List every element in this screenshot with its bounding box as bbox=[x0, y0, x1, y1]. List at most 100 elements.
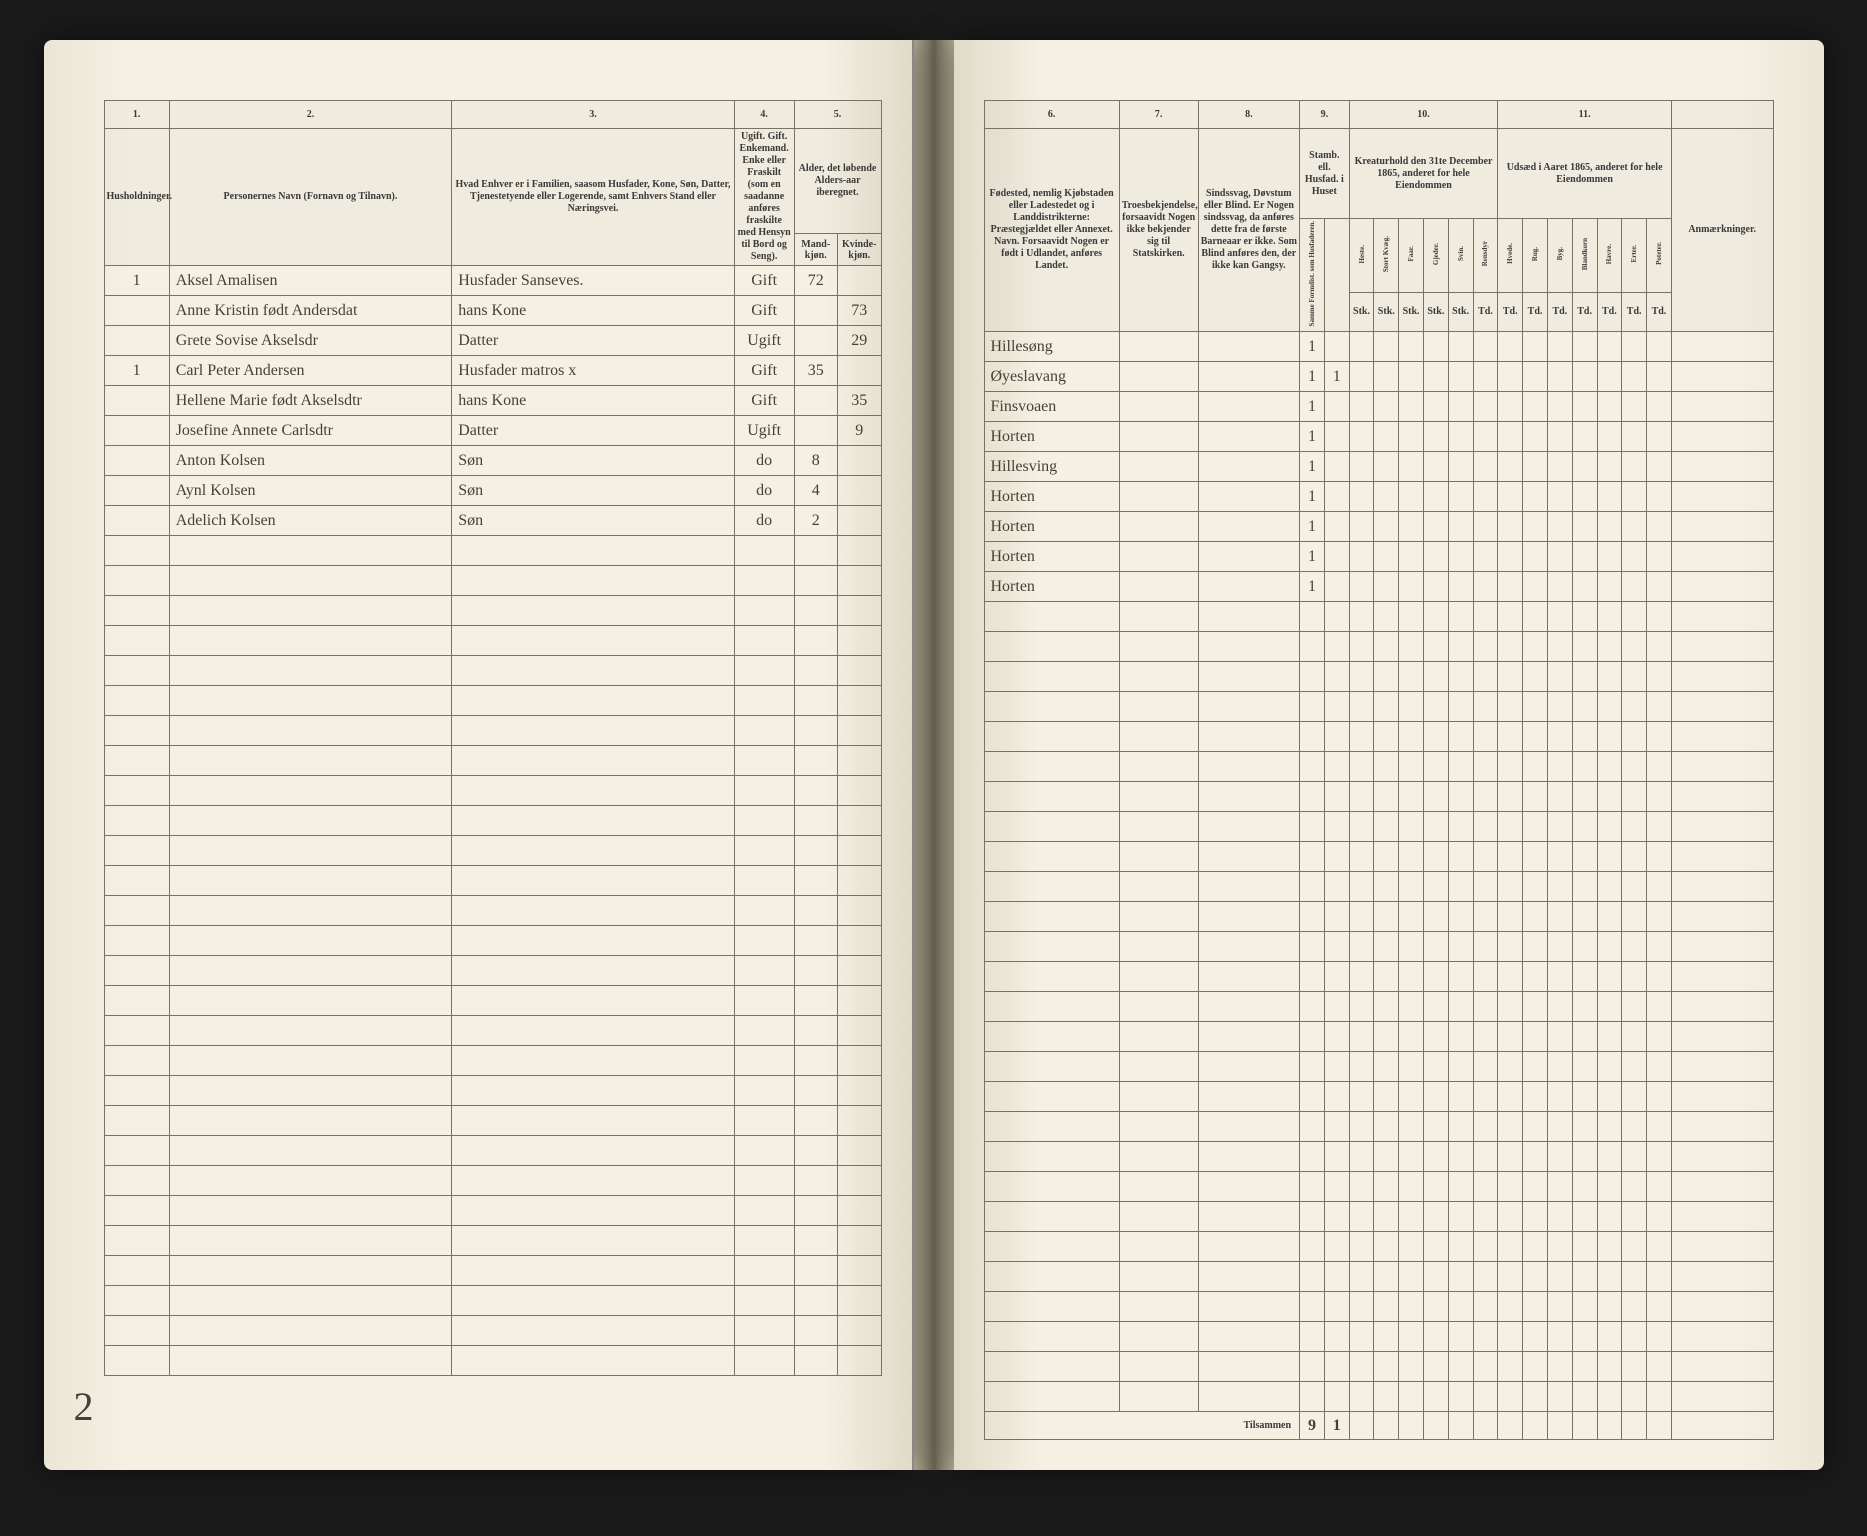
cell bbox=[837, 536, 881, 566]
table-row: Finsvoaen1 bbox=[984, 392, 1773, 422]
cell bbox=[1448, 1142, 1473, 1172]
cell bbox=[1399, 542, 1424, 572]
cell bbox=[169, 926, 452, 956]
cell bbox=[452, 1076, 735, 1106]
cell bbox=[1671, 392, 1773, 422]
cell bbox=[1399, 1112, 1424, 1142]
cell bbox=[1423, 1142, 1448, 1172]
empty-row bbox=[984, 1382, 1773, 1412]
cell bbox=[1547, 932, 1572, 962]
subcol: Svin. bbox=[1448, 219, 1473, 293]
cell bbox=[1300, 842, 1325, 872]
cell bbox=[1473, 542, 1498, 572]
cell bbox=[1374, 1082, 1399, 1112]
cell bbox=[1119, 992, 1198, 1022]
cell bbox=[1473, 1322, 1498, 1352]
cell bbox=[1198, 932, 1299, 962]
cell bbox=[1647, 722, 1672, 752]
empty-row bbox=[984, 1052, 1773, 1082]
cell bbox=[1572, 962, 1597, 992]
cell bbox=[1374, 662, 1399, 692]
cell bbox=[1119, 1292, 1198, 1322]
cell bbox=[1498, 782, 1523, 812]
empty-row bbox=[104, 1226, 881, 1256]
cell bbox=[1647, 482, 1672, 512]
cell bbox=[169, 866, 452, 896]
cell: Datter bbox=[452, 326, 735, 356]
cell bbox=[1119, 752, 1198, 782]
cell bbox=[1119, 1142, 1198, 1172]
cell bbox=[1448, 1352, 1473, 1382]
cell bbox=[1622, 722, 1647, 752]
cell bbox=[1498, 962, 1523, 992]
cell bbox=[1399, 1352, 1424, 1382]
cell bbox=[837, 896, 881, 926]
cell bbox=[1547, 1172, 1572, 1202]
cell bbox=[1300, 1142, 1325, 1172]
cell: Ugift bbox=[734, 416, 794, 446]
cell bbox=[734, 1076, 794, 1106]
empty-row bbox=[104, 596, 881, 626]
cell bbox=[1647, 542, 1672, 572]
empty-row bbox=[984, 992, 1773, 1022]
cell bbox=[1119, 542, 1198, 572]
cell bbox=[1498, 1202, 1523, 1232]
cell bbox=[1198, 722, 1299, 752]
cell bbox=[1547, 1022, 1572, 1052]
cell bbox=[1423, 1082, 1448, 1112]
empty-row bbox=[984, 932, 1773, 962]
cell bbox=[1671, 692, 1773, 722]
cell bbox=[1300, 962, 1325, 992]
empty-row bbox=[104, 836, 881, 866]
unit-cell: Stk. bbox=[1374, 292, 1399, 332]
cell bbox=[837, 866, 881, 896]
cell bbox=[1572, 632, 1597, 662]
cell: 1 bbox=[1324, 362, 1349, 392]
cell bbox=[1498, 842, 1523, 872]
cell bbox=[169, 1346, 452, 1376]
cell bbox=[1349, 992, 1374, 1022]
subcol: Erter. bbox=[1622, 219, 1647, 293]
cell bbox=[1498, 1322, 1523, 1352]
right-table: 6. 7. 8. 9. 10. 11. Fødested, nemlig Kjø… bbox=[984, 100, 1774, 1440]
cell bbox=[1349, 452, 1374, 482]
empty-row bbox=[104, 1136, 881, 1166]
cell bbox=[1547, 902, 1572, 932]
cell bbox=[169, 776, 452, 806]
cell bbox=[1523, 1112, 1548, 1142]
cell bbox=[1572, 722, 1597, 752]
cell bbox=[1324, 932, 1349, 962]
cell bbox=[104, 806, 169, 836]
cell bbox=[1198, 1382, 1299, 1412]
cell bbox=[169, 1166, 452, 1196]
cell bbox=[1324, 602, 1349, 632]
cell bbox=[1349, 542, 1374, 572]
subcol: Poteter. bbox=[1647, 219, 1672, 293]
cell bbox=[169, 596, 452, 626]
cell: hans Kone bbox=[452, 296, 735, 326]
cell bbox=[1647, 572, 1672, 602]
empty-row bbox=[104, 806, 881, 836]
cell bbox=[1399, 842, 1424, 872]
cell bbox=[734, 1346, 794, 1376]
cell bbox=[1547, 452, 1572, 482]
cell bbox=[1671, 812, 1773, 842]
cell: Anne Kristin født Andersdat bbox=[169, 296, 452, 326]
cell bbox=[452, 776, 735, 806]
cell bbox=[1671, 1352, 1773, 1382]
cell bbox=[169, 686, 452, 716]
cell: Horten bbox=[984, 512, 1119, 542]
cell bbox=[1622, 482, 1647, 512]
cell bbox=[1597, 1202, 1622, 1232]
cell bbox=[1300, 872, 1325, 902]
cell bbox=[1597, 1322, 1622, 1352]
cell bbox=[1374, 1112, 1399, 1142]
cell bbox=[1473, 1262, 1498, 1292]
cell: 4 bbox=[794, 476, 837, 506]
empty-row bbox=[104, 1316, 881, 1346]
cell bbox=[1448, 392, 1473, 422]
cell bbox=[1399, 692, 1424, 722]
subcol: Heste. bbox=[1349, 219, 1374, 293]
cell bbox=[1473, 842, 1498, 872]
header-sindssvag: Sindssvag, Døvstum eller Blind. Er Nogen… bbox=[1198, 129, 1299, 332]
